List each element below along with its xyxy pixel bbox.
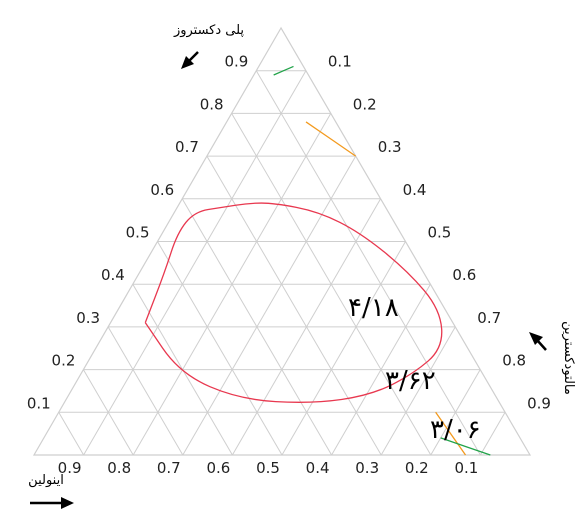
grid-line: [182, 155, 357, 456]
tick-label-left: 0.5: [126, 224, 150, 242]
tick-label-top: 0.6: [452, 266, 476, 284]
contour-label-418: ۴/۱۸: [348, 293, 399, 323]
tick-label-left: 0.3: [76, 309, 100, 327]
contour-label-362: ۳/۶۲: [385, 366, 436, 396]
tick-label-top: 0.5: [428, 224, 452, 242]
tick-label-left: 0.6: [150, 181, 174, 199]
triangle-outline: [32, 26, 532, 456]
contour-series-0: [144, 202, 443, 403]
triangle-frame: [32, 26, 532, 456]
arrow-right-icon: [30, 497, 74, 509]
tick-label-top: 0.4: [403, 181, 427, 199]
grid-line: [479, 412, 506, 456]
contour-label-306: ۳/۰۶: [430, 415, 481, 445]
axis-title-bottom: اینولین: [28, 473, 64, 488]
grid-line: [107, 326, 184, 456]
tick-label-left: 0.4: [101, 266, 125, 284]
axis-title-right: مالتودکسترین: [561, 321, 576, 395]
axis-title-top: پلی دکستروز: [173, 23, 244, 38]
grid-line: [255, 70, 481, 456]
tick-label-bottom: 0.4: [306, 459, 330, 477]
tick-label-bottom: 0.3: [355, 459, 379, 477]
tick-label-top: 0.2: [353, 95, 377, 113]
tick-label-bottom: 0.9: [58, 459, 82, 477]
grid-line: [157, 241, 283, 456]
grid-line: [331, 283, 431, 456]
tick-label-bottom: 0.8: [107, 459, 131, 477]
arrow-up-left-icon: [529, 332, 547, 351]
grid-line: [281, 241, 406, 456]
tick-label-left: 0.7: [175, 138, 199, 156]
tick-label-bottom: 0.2: [405, 459, 429, 477]
contour-series-4: [440, 437, 491, 456]
tick-label-left: 0.9: [224, 53, 248, 71]
tick-label-bottom: 0.7: [157, 459, 181, 477]
contour-lines: [144, 65, 491, 456]
grid-line: [58, 412, 85, 456]
tick-label-left: 0.2: [52, 352, 76, 370]
tick-label-left: 0.1: [27, 394, 51, 412]
tick-label-top: 0.8: [502, 352, 526, 370]
grid-line: [82, 369, 134, 456]
grid-lines: [58, 70, 506, 456]
contour-series-3: [273, 65, 294, 76]
tick-label-bottom: 0.1: [454, 459, 478, 477]
grid-line: [83, 70, 307, 456]
tick-label-top: 0.3: [378, 138, 402, 156]
grid-line: [206, 155, 382, 456]
tick-labels: 0.1 0.2 0.3 0.4 0.5 0.6 0.7 0.8 0.9 0.9 0.8 0.7 0.6 0…: [27, 53, 551, 477]
tick-label-top: 0.1: [328, 53, 352, 71]
contour-series-1: [435, 411, 467, 456]
tick-label-bottom: 0.6: [206, 459, 230, 477]
tick-label-top: 0.7: [477, 309, 501, 327]
tick-label-top: 0.9: [527, 394, 551, 412]
arrow-down-left-icon: [181, 51, 199, 69]
contour-series-2: [305, 121, 357, 157]
tick-label-left: 0.8: [200, 95, 224, 113]
tick-label-bottom: 0.5: [256, 459, 280, 477]
grid-line: [430, 369, 481, 456]
grid-line: [380, 326, 456, 456]
